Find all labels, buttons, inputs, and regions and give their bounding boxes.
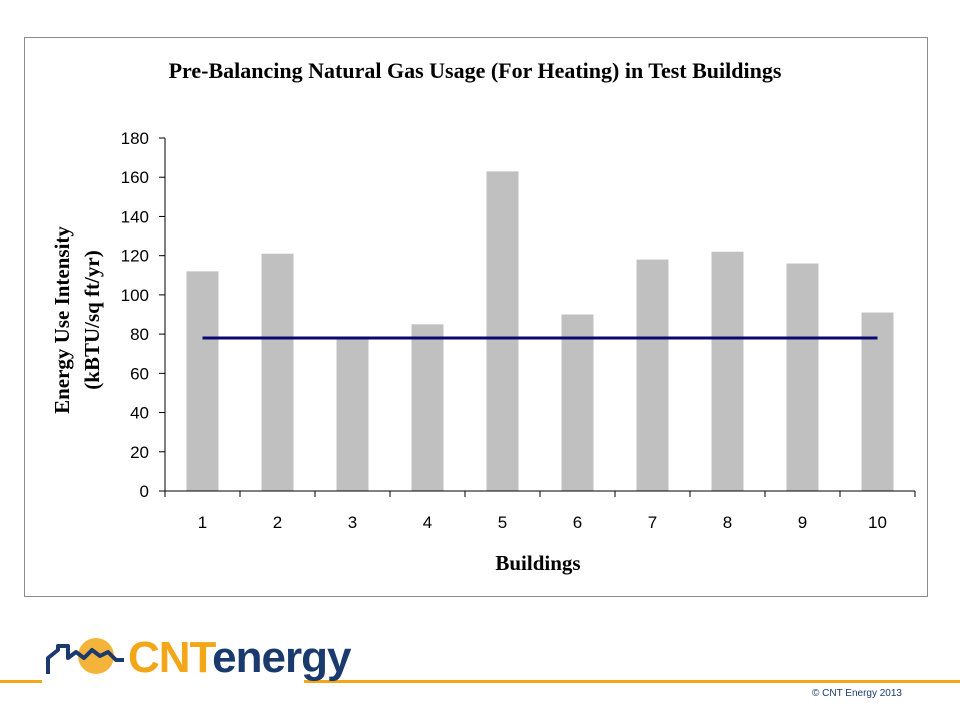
bar-10 <box>861 312 894 491</box>
y-tick-label-0: 0 <box>140 482 149 501</box>
x-tick-label-5: 5 <box>498 513 507 532</box>
y-tick-label-140: 140 <box>121 207 149 226</box>
y-tick-label-120: 120 <box>121 247 149 266</box>
x-tick-label-2: 2 <box>273 513 282 532</box>
y-axis-label-line1: Energy Use Intensity <box>50 226 74 414</box>
bar-chart: Pre-Balancing Natural Gas Usage (For Hea… <box>50 58 916 575</box>
bar-7 <box>636 259 669 491</box>
footer-rule-left <box>0 680 42 683</box>
copyright-notice: © CNT Energy 2013 <box>811 688 902 699</box>
bar-8 <box>711 251 744 491</box>
x-tick-label-10: 10 <box>868 513 887 532</box>
x-tick-label-4: 4 <box>423 513 432 532</box>
y-tick-label-40: 40 <box>130 404 149 423</box>
x-tick-label-8: 8 <box>723 513 732 532</box>
bar-4 <box>411 324 444 491</box>
cnt-energy-logo: CNTenergy <box>44 628 351 694</box>
x-tick-label-6: 6 <box>573 513 582 532</box>
skyline-sun-icon <box>46 638 124 674</box>
x-axis-label: Buildings <box>495 551 580 575</box>
x-tick-label-7: 7 <box>648 513 657 532</box>
y-tick-label-180: 180 <box>121 129 149 148</box>
logo-energy-text: energy <box>212 633 351 682</box>
y-tick-label-160: 160 <box>121 168 149 187</box>
y-tick-label-60: 60 <box>130 364 149 383</box>
logo-wordmark: CNTenergy <box>128 628 351 688</box>
x-tick-label-3: 3 <box>348 513 357 532</box>
y-axis-label: Energy Use Intensity (kBTU/sq ft/yr) <box>50 226 104 414</box>
bar-6 <box>561 314 594 491</box>
bar-9 <box>786 263 819 491</box>
y-axis-label-line2: (kBTU/sq ft/yr) <box>80 250 104 389</box>
bar-2 <box>261 253 294 491</box>
chart-title: Pre-Balancing Natural Gas Usage (For Hea… <box>169 58 782 83</box>
footer-rule-right <box>304 680 960 683</box>
bar-3 <box>336 338 369 491</box>
y-tick-label-80: 80 <box>130 325 149 344</box>
y-tick-label-20: 20 <box>130 443 149 462</box>
bar-1 <box>186 271 219 491</box>
chart-frame: Pre-Balancing Natural Gas Usage (For Hea… <box>24 37 928 597</box>
bar-5 <box>486 171 519 492</box>
x-tick-label-9: 9 <box>798 513 807 532</box>
y-tick-label-100: 100 <box>121 286 149 305</box>
logo-cnt-text: CNT <box>128 633 213 682</box>
x-tick-label-1: 1 <box>198 513 207 532</box>
